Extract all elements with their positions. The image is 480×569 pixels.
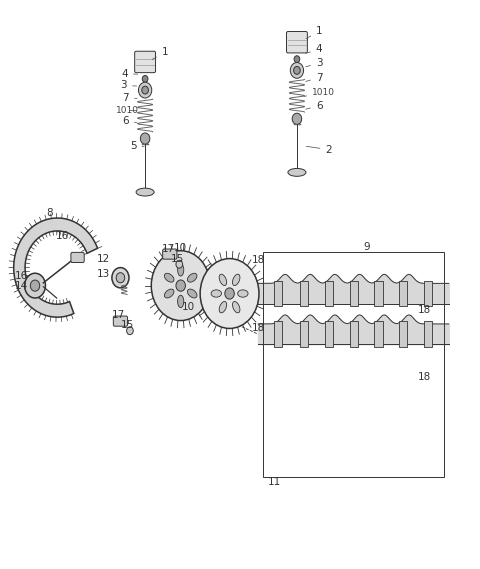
Text: 8: 8 [47,208,53,218]
Text: 10: 10 [174,243,187,253]
Ellipse shape [165,273,174,282]
Text: 1: 1 [306,26,323,39]
Text: 10: 10 [182,302,195,312]
Polygon shape [14,218,97,317]
Text: 14: 14 [15,281,28,291]
Bar [349,321,358,347]
Circle shape [140,133,150,144]
Bar [274,321,282,347]
FancyBboxPatch shape [163,249,177,259]
Bar [300,281,308,307]
Text: 1: 1 [152,47,168,59]
FancyBboxPatch shape [71,253,84,262]
Ellipse shape [187,273,197,282]
FancyBboxPatch shape [287,31,307,53]
Bar [325,321,334,347]
Text: 15: 15 [171,254,184,264]
Text: 4: 4 [121,69,138,79]
Text: 7: 7 [122,93,137,103]
Circle shape [225,288,234,299]
Text: 16: 16 [56,232,69,241]
Ellipse shape [288,168,306,176]
Circle shape [142,86,148,94]
Circle shape [200,258,259,328]
Text: 5: 5 [130,141,144,151]
Text: 1010: 1010 [116,106,139,114]
Text: 15: 15 [120,320,134,331]
Text: 13: 13 [96,269,110,279]
Text: 18: 18 [252,255,264,265]
Bar [325,281,334,307]
Bar [263,252,444,477]
Text: 6: 6 [306,101,323,111]
Circle shape [294,67,300,75]
Circle shape [138,83,152,98]
Text: 9: 9 [363,242,370,251]
Text: 11: 11 [267,476,281,486]
Circle shape [24,273,46,298]
Circle shape [112,267,129,288]
Bar [300,321,308,347]
Text: 18: 18 [418,304,431,315]
Ellipse shape [187,289,197,298]
Text: 12: 12 [96,254,110,264]
Ellipse shape [232,274,240,286]
Circle shape [294,56,300,63]
Circle shape [292,113,301,125]
Text: 17: 17 [112,310,125,320]
Ellipse shape [178,263,184,276]
Text: 6: 6 [122,117,137,126]
Text: 4: 4 [306,44,323,55]
Circle shape [116,273,125,283]
Text: 17: 17 [162,244,175,254]
Bar [424,321,432,347]
Text: 18: 18 [418,372,431,382]
Bar [374,321,383,347]
Text: 1010: 1010 [304,88,335,97]
Circle shape [127,327,133,335]
Text: 2: 2 [306,145,332,155]
Circle shape [176,280,185,291]
Bar [374,281,383,307]
FancyBboxPatch shape [135,51,156,73]
Ellipse shape [219,302,227,313]
Bar [424,281,432,307]
Ellipse shape [136,188,154,196]
Ellipse shape [178,295,184,308]
Circle shape [142,76,148,83]
Bar [349,281,358,307]
Ellipse shape [219,274,227,286]
Circle shape [151,251,210,320]
Bar [399,321,408,347]
Bar [274,281,282,307]
FancyBboxPatch shape [113,316,128,326]
Circle shape [176,260,182,268]
Ellipse shape [165,289,174,298]
Text: 16: 16 [15,271,28,281]
Ellipse shape [238,290,248,297]
Text: 18: 18 [252,323,264,333]
Text: 7: 7 [306,72,323,83]
Text: 3: 3 [120,80,137,90]
Circle shape [30,280,40,291]
Bar [399,281,408,307]
Circle shape [290,63,303,79]
Ellipse shape [232,302,240,313]
Text: 3: 3 [306,58,323,68]
Ellipse shape [211,290,221,297]
